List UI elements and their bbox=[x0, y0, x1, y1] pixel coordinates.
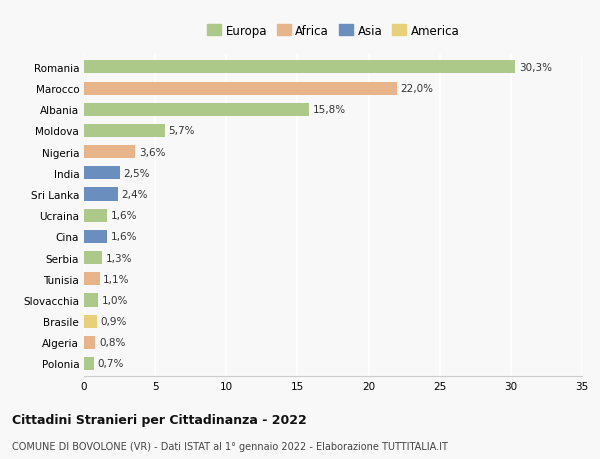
Bar bbox=[84, 252, 103, 264]
Bar bbox=[84, 167, 119, 180]
Bar bbox=[84, 61, 515, 74]
Text: 15,8%: 15,8% bbox=[313, 105, 346, 115]
Text: Cittadini Stranieri per Cittadinanza - 2022: Cittadini Stranieri per Cittadinanza - 2… bbox=[12, 413, 307, 426]
Bar bbox=[84, 357, 94, 370]
Text: 1,6%: 1,6% bbox=[110, 232, 137, 242]
Bar bbox=[84, 315, 97, 328]
Text: 1,1%: 1,1% bbox=[103, 274, 130, 284]
Bar bbox=[84, 230, 107, 243]
Bar bbox=[84, 209, 107, 222]
Text: 22,0%: 22,0% bbox=[401, 84, 434, 94]
Bar bbox=[84, 125, 165, 138]
Bar bbox=[84, 294, 98, 307]
Text: 5,7%: 5,7% bbox=[169, 126, 195, 136]
Bar bbox=[84, 273, 100, 285]
Text: 3,6%: 3,6% bbox=[139, 147, 165, 157]
Text: 2,5%: 2,5% bbox=[123, 168, 149, 179]
Text: 1,6%: 1,6% bbox=[110, 211, 137, 221]
Text: COMUNE DI BOVOLONE (VR) - Dati ISTAT al 1° gennaio 2022 - Elaborazione TUTTITALI: COMUNE DI BOVOLONE (VR) - Dati ISTAT al … bbox=[12, 441, 448, 451]
Text: 30,3%: 30,3% bbox=[518, 63, 551, 73]
Text: 0,9%: 0,9% bbox=[100, 316, 127, 326]
Bar bbox=[84, 103, 309, 117]
Bar bbox=[84, 146, 135, 159]
Bar bbox=[84, 188, 118, 201]
Text: 1,0%: 1,0% bbox=[102, 295, 128, 305]
Legend: Europa, Africa, Asia, America: Europa, Africa, Asia, America bbox=[205, 22, 461, 40]
Bar bbox=[84, 336, 95, 349]
Bar bbox=[84, 82, 397, 95]
Text: 0,7%: 0,7% bbox=[98, 358, 124, 369]
Text: 1,3%: 1,3% bbox=[106, 253, 133, 263]
Text: 0,8%: 0,8% bbox=[99, 337, 125, 347]
Text: 2,4%: 2,4% bbox=[122, 190, 148, 200]
